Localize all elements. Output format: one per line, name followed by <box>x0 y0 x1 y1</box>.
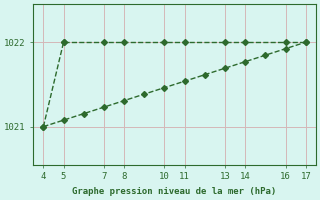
X-axis label: Graphe pression niveau de la mer (hPa): Graphe pression niveau de la mer (hPa) <box>72 187 277 196</box>
